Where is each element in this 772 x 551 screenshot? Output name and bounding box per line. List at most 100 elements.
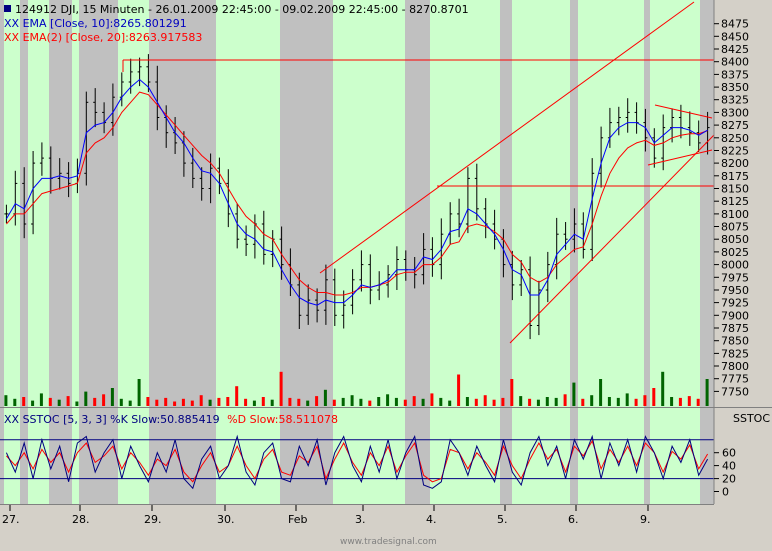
session-gray-band-oscillator <box>79 408 118 504</box>
price-tick-label: 8425 <box>721 43 749 56</box>
session-gray-band-oscillator <box>405 408 430 504</box>
price-tick-label: 8450 <box>721 30 749 43</box>
volume-bar <box>48 397 52 406</box>
volume-bar <box>22 397 26 406</box>
volume-bar <box>119 398 123 406</box>
volume-bar <box>226 397 230 406</box>
price-tick-label: 8400 <box>721 56 749 69</box>
session-gray-band-oscillator <box>500 408 512 504</box>
session-gray-band-oscillator <box>570 408 578 504</box>
price-tick-label: 8125 <box>721 195 749 208</box>
volume-bar <box>661 371 665 406</box>
price-tick-label: 8250 <box>721 132 749 145</box>
ema20-legend: XX EMA(2) [Close, 20]:8263.917583 <box>4 31 202 44</box>
price-tick-label: 8025 <box>721 246 749 259</box>
trend-line-upper-channel <box>319 1 695 274</box>
volume-bar <box>599 379 603 406</box>
price-tick-label: 7825 <box>721 347 749 360</box>
time-tick-label: 28. <box>72 513 90 526</box>
volume-bar <box>554 397 558 406</box>
session-gray-band-oscillator <box>700 408 714 504</box>
volume-bar <box>155 399 159 406</box>
oscillator-axis-panel <box>714 408 772 504</box>
session-gray-band-oscillator <box>20 408 28 504</box>
session-gray-band-oscillator <box>149 408 216 504</box>
time-axis-panel <box>0 504 772 547</box>
time-tick-label: 5. <box>497 513 508 526</box>
volume-bar <box>439 397 443 406</box>
volume-bar <box>528 398 532 406</box>
oscillator-tick-label: 20 <box>722 473 736 486</box>
price-tick-label: 7975 <box>721 271 749 284</box>
session-gray-band <box>49 0 72 407</box>
volume-bar <box>270 399 274 406</box>
time-tick-label: 27. <box>2 513 20 526</box>
oscillator-tick-label: 40 <box>722 460 736 473</box>
oscillator-axis-title: SSTOC <box>733 412 770 425</box>
price-tick-label: 7950 <box>721 284 749 297</box>
price-bars <box>4 54 710 340</box>
session-gray-band <box>405 0 430 407</box>
price-tick-label: 7750 <box>721 385 749 398</box>
volume-bar <box>474 398 478 406</box>
volume-bar <box>519 396 523 406</box>
volume-bar <box>643 395 647 406</box>
volume-bar <box>492 399 496 406</box>
volume-bar <box>173 401 177 406</box>
volume-bar <box>57 399 61 406</box>
window-icon <box>4 5 11 12</box>
session-green-background-oscillator <box>0 408 714 504</box>
price-tick-label: 8075 <box>721 221 749 234</box>
oscillator-tick-label: 0 <box>722 486 729 499</box>
price-tick-label: 8150 <box>721 183 749 196</box>
volume-bar <box>66 396 70 406</box>
trend-line-lower-channel <box>509 134 715 344</box>
price-tick-label: 8000 <box>721 259 749 272</box>
session-gray-band <box>79 0 118 407</box>
volume-bar <box>705 379 709 406</box>
session-gray-band <box>500 0 512 407</box>
volume-bar <box>421 398 425 406</box>
session-bands <box>0 0 714 407</box>
price-tick-label: 7925 <box>721 297 749 310</box>
price-tick-label: 8475 <box>721 18 749 31</box>
session-gray-band <box>0 0 4 407</box>
volume-bar <box>652 388 656 406</box>
price-tick-label: 8275 <box>721 119 749 132</box>
time-tick-label: Feb <box>288 513 307 526</box>
price-tick-label: 8375 <box>721 68 749 81</box>
trend-lines <box>122 1 715 344</box>
price-tick-label: 8200 <box>721 157 749 170</box>
session-gray-band <box>570 0 578 407</box>
time-tick-label: 3. <box>355 513 366 526</box>
time-tick-label: 4. <box>426 513 437 526</box>
volume-bar <box>394 397 398 406</box>
volume-bar <box>75 401 79 406</box>
volume-bar <box>102 394 106 406</box>
volume-bar <box>696 398 700 406</box>
volume-bar <box>377 397 381 406</box>
volume-bar <box>590 395 594 406</box>
volume-bar <box>39 393 43 406</box>
volume-bar <box>306 400 310 406</box>
price-tick-label: 8175 <box>721 170 749 183</box>
time-axis: 27. 28. 29. 30. Feb 3. 4. 5. 6. 9. <box>2 505 651 526</box>
volume-bar <box>572 382 576 406</box>
volume-bar <box>616 397 620 406</box>
volume-bars <box>4 371 709 406</box>
oscillator-tick-label: 60 <box>722 447 736 460</box>
time-tick-label: 6. <box>568 513 579 526</box>
price-tick-label: 8350 <box>721 81 749 94</box>
chart-title: 124912 DJI, 15 Minuten - 26.01.2009 22:4… <box>15 3 469 16</box>
triangle-lower-line <box>647 149 713 166</box>
ema10-legend: XX EMA [Close, 10]:8265.801291 <box>4 17 187 30</box>
volume-bar <box>13 398 17 406</box>
volume-bar <box>31 400 35 406</box>
volume-bar <box>315 396 319 406</box>
volume-bar <box>217 397 221 406</box>
oscillator-legend-k: XX SSTOC [5, 3, 3] %K Slow:50.885419 <box>4 413 220 426</box>
volume-bar <box>545 397 549 406</box>
volume-bar <box>261 397 265 406</box>
volume-bar <box>279 371 283 406</box>
session-gray-band-oscillator <box>644 408 650 504</box>
